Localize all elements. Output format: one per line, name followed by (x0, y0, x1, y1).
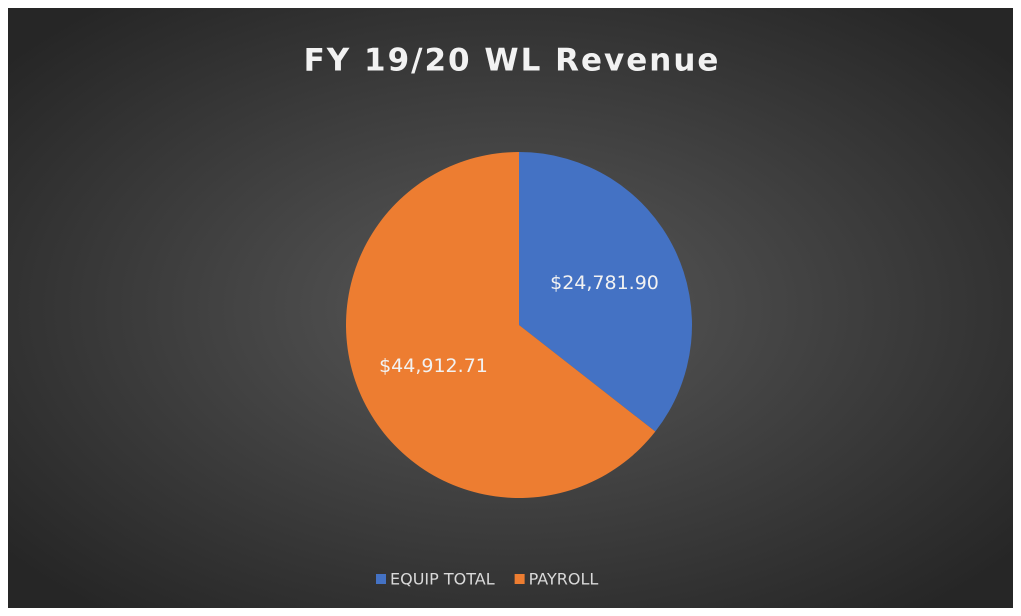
data-label: $24,781.90 (550, 272, 659, 294)
legend-swatch (514, 574, 525, 584)
legend-label: PAYROLL (529, 570, 599, 589)
legend-label: EQUIP TOTAL (390, 570, 495, 589)
chart-title: FY 19/20 WL Revenue (304, 43, 721, 79)
legend-swatch (376, 574, 386, 584)
pie-slice (519, 152, 692, 432)
pie-slice (345, 152, 656, 498)
data-label: $44,912.71 (379, 355, 488, 377)
